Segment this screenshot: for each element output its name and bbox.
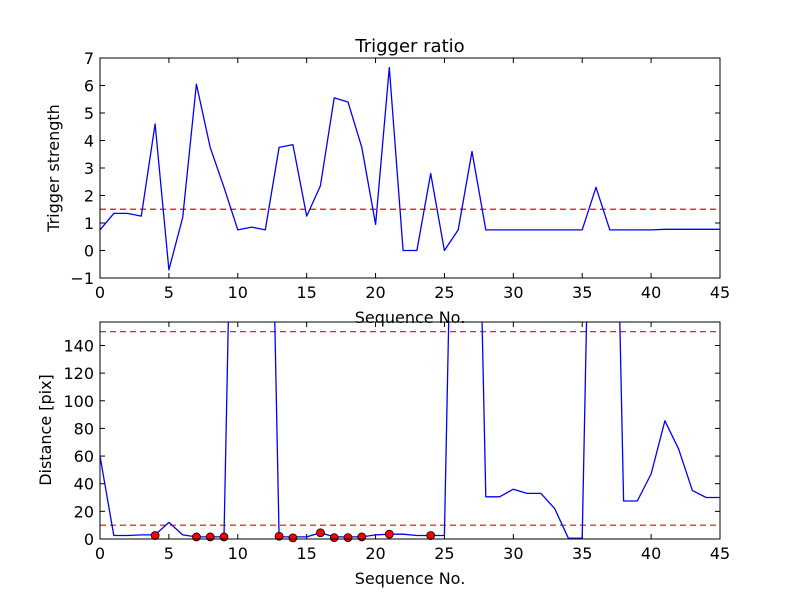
marker-point <box>150 531 160 540</box>
chart-title: Trigger ratio <box>354 36 464 57</box>
x-tick-label: 40 <box>641 544 661 563</box>
marker-point <box>343 533 353 543</box>
y-tick-label: 0 <box>84 242 94 261</box>
x-tick-label: 25 <box>434 544 454 563</box>
y-tick-label: 80 <box>74 419 94 438</box>
y-tick-label: 0 <box>84 530 94 549</box>
distance-series <box>100 322 720 539</box>
y-tick-label: 140 <box>63 336 94 355</box>
marker-point <box>329 533 339 543</box>
y-tick-label: 2 <box>84 187 94 206</box>
x-tick-label: 20 <box>365 283 385 302</box>
x-tick-label: 0 <box>95 283 105 302</box>
threshold-lines <box>100 331 720 526</box>
x-tick-label: 35 <box>572 283 592 302</box>
x-tick-label: 45 <box>710 283 730 302</box>
y-tick-label: −1 <box>70 269 94 288</box>
y-tick-label: 7 <box>84 49 94 68</box>
y-tick-label: 120 <box>63 364 94 383</box>
trigger-strength-series <box>100 66 720 271</box>
series-line <box>100 322 720 539</box>
x-tick-label: 35 <box>572 544 592 563</box>
y-tick-label: 4 <box>84 132 94 151</box>
x-tick-label: 15 <box>296 283 316 302</box>
y-tick-label: 40 <box>74 475 94 494</box>
y-tick-label: 3 <box>84 159 94 178</box>
x-axis-label: Sequence No. <box>355 569 466 588</box>
marker-point <box>384 529 394 539</box>
marker-point <box>192 532 201 542</box>
y-tick-label: 20 <box>74 502 94 521</box>
plot-frame <box>99 321 721 540</box>
series-line <box>100 66 720 271</box>
y-tick-label: 1 <box>84 214 94 233</box>
x-tick-label: 15 <box>296 544 316 563</box>
axis-ticks: 0 5 10 15 20 25 30 35 40 45 0 20 40 60 80 100 120 140 <box>63 322 730 563</box>
marker-point <box>274 531 284 541</box>
y-axis-label: Trigger strength <box>44 104 63 233</box>
marker-point <box>426 531 436 540</box>
x-tick-label: 40 <box>641 283 661 302</box>
marker-point <box>205 532 215 542</box>
distance-chart: 0 5 10 15 20 25 30 35 40 45 0 20 40 60 80 100 120 140 Dis… <box>36 321 730 588</box>
y-tick-label: 5 <box>84 104 94 123</box>
x-tick-label: 5 <box>164 544 174 563</box>
marker-point <box>357 532 367 542</box>
x-tick-label: 20 <box>365 544 385 563</box>
x-tick-label: 0 <box>95 544 105 563</box>
plot-frame <box>99 57 721 279</box>
marker-point <box>288 533 298 543</box>
x-tick-label: 30 <box>503 544 523 563</box>
marker-point <box>316 528 325 538</box>
x-tick-label: 45 <box>710 544 730 563</box>
x-tick-label: 5 <box>164 283 174 302</box>
x-tick-label: 30 <box>503 283 523 302</box>
y-tick-label: 6 <box>84 77 94 96</box>
y-tick-label: 60 <box>74 447 94 466</box>
marker-point <box>219 532 229 542</box>
y-axis-label: Distance [pix] <box>36 374 55 486</box>
x-tick-label: 10 <box>228 283 248 302</box>
x-tick-label: 10 <box>228 544 248 563</box>
y-tick-label: 100 <box>63 392 94 411</box>
x-tick-label: 25 <box>434 283 454 302</box>
